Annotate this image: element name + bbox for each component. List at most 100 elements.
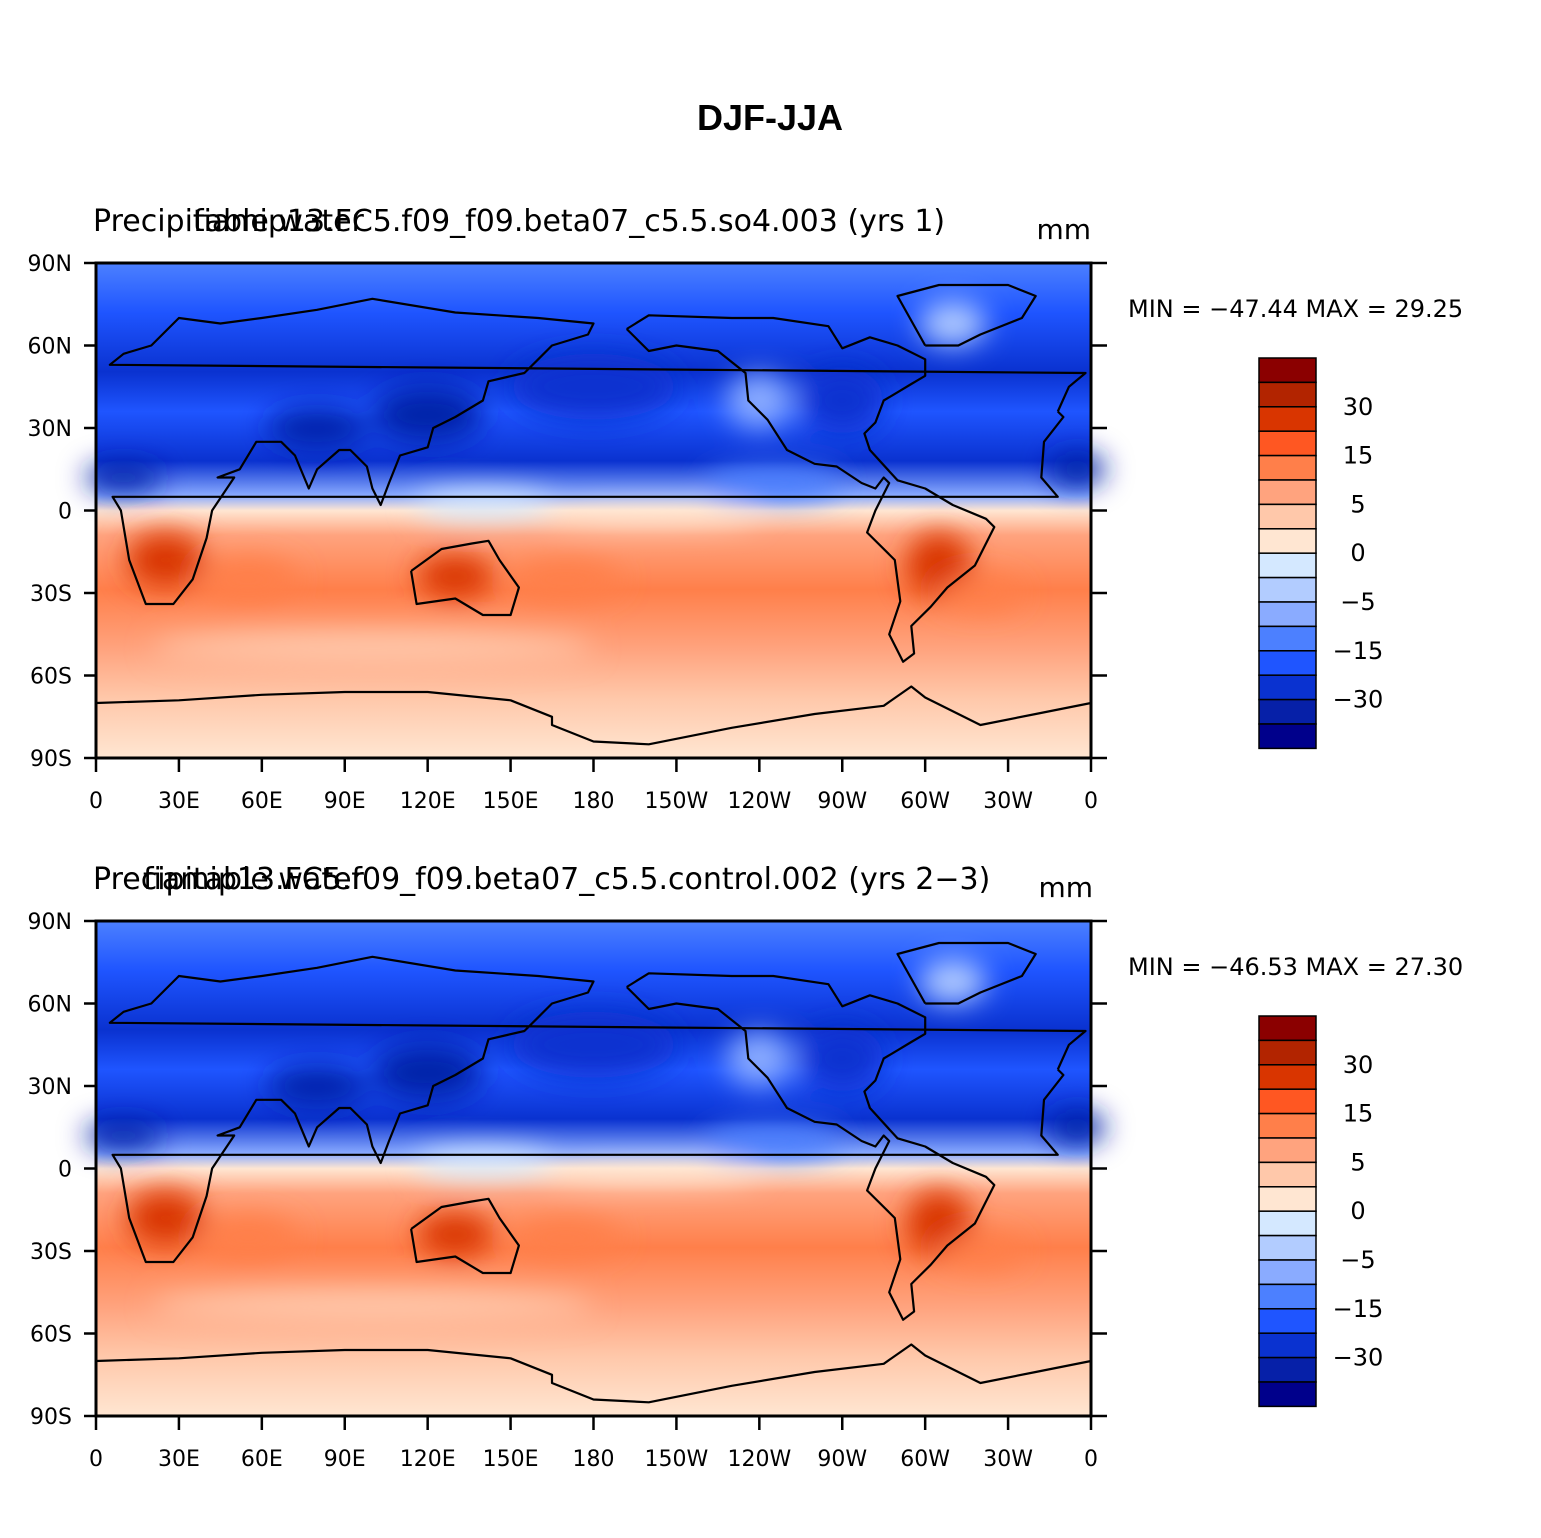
anomaly-blob bbox=[267, 408, 367, 448]
colorbar-swatch bbox=[1258, 1283, 1317, 1310]
lon-tick-label: 0 bbox=[89, 1447, 103, 1472]
lat-tick-label: 30S bbox=[30, 582, 72, 607]
colorbar-swatch bbox=[1258, 1088, 1317, 1115]
anomaly-blob bbox=[510, 560, 622, 599]
lon-tick-label: 180 bbox=[573, 1447, 615, 1472]
lat-tick-label: 60N bbox=[28, 993, 72, 1018]
figure-title: DJF-JJA bbox=[697, 97, 843, 138]
coastline bbox=[410, 1197, 520, 1275]
anomaly-blob bbox=[372, 386, 483, 442]
anomaly-blob bbox=[704, 1124, 843, 1158]
colorbar-swatch bbox=[1258, 1332, 1317, 1359]
lat-tick-label: 90N bbox=[28, 910, 72, 935]
anomaly-blob bbox=[151, 631, 594, 665]
anomaly-blob bbox=[726, 1031, 793, 1086]
colorbar-swatch bbox=[1258, 625, 1317, 652]
anomaly-blob bbox=[413, 491, 553, 519]
colorbar-swatch bbox=[1258, 1381, 1317, 1408]
lon-tick-label: 120E bbox=[400, 789, 456, 814]
colorbar-swatch bbox=[1258, 357, 1317, 384]
lon-tick-label: 120E bbox=[400, 1447, 456, 1472]
coastline bbox=[896, 941, 1037, 1005]
colorbar-swatch bbox=[1258, 1039, 1317, 1066]
colorbar-label: 0 bbox=[1350, 1197, 1365, 1225]
anomaly-blobs bbox=[84, 301, 1105, 665]
anomaly-blob bbox=[198, 557, 298, 602]
colorbar-swatch bbox=[1258, 1137, 1317, 1164]
lat-tick-label: 90N bbox=[28, 252, 72, 277]
colorbar-swatch bbox=[1258, 381, 1317, 408]
colorbar-swatch bbox=[1258, 479, 1317, 506]
colorbar-label: 15 bbox=[1343, 1100, 1374, 1128]
lon-tick-label: 0 bbox=[1084, 1447, 1098, 1472]
lon-tick-label: 150W bbox=[645, 1447, 709, 1472]
colorbar-label: 15 bbox=[1343, 442, 1374, 470]
colorbar-swatch bbox=[1258, 723, 1317, 750]
colorbar-swatch bbox=[1258, 1234, 1317, 1261]
lon-tick-label: 180 bbox=[573, 789, 615, 814]
lon-tick-label: 120W bbox=[727, 789, 791, 814]
anomaly-blob bbox=[938, 1234, 1022, 1268]
lon-axis: 0 30E 60E 90E 120E 150E 180 150W 120W 90W 60W 30W 0 bbox=[89, 758, 1098, 814]
lon-tick-label: 60W bbox=[900, 789, 950, 814]
colorbar-label: 30 bbox=[1343, 1051, 1374, 1079]
panel-case-title: fiamip13.FC5.f09_f09.beta07_c5.5.so4.003… bbox=[193, 204, 945, 239]
anomaly-blob bbox=[84, 1121, 163, 1150]
colorbar-label: −5 bbox=[1340, 1246, 1375, 1274]
anomaly-blob bbox=[510, 1218, 622, 1257]
anomaly-blob bbox=[510, 1011, 677, 1078]
colorbar-swatch bbox=[1258, 1112, 1317, 1139]
coastlines bbox=[95, 283, 1092, 746]
anomaly-blob bbox=[198, 1215, 298, 1260]
coastline bbox=[410, 539, 520, 617]
coastline bbox=[625, 972, 996, 1321]
map-field bbox=[84, 921, 1105, 1416]
coastline bbox=[108, 955, 1087, 1264]
colorbar-swatch bbox=[1258, 406, 1317, 432]
colorbar-label: −30 bbox=[1333, 1344, 1384, 1372]
lon-tick-label: 120W bbox=[727, 1447, 791, 1472]
colorbar-swatch bbox=[1258, 1259, 1317, 1286]
colorbar-label: 0 bbox=[1350, 539, 1365, 567]
colorbar-label: −15 bbox=[1333, 1295, 1384, 1323]
anomaly-blob bbox=[416, 1212, 494, 1257]
anomaly-blob bbox=[126, 532, 204, 588]
colorbar-swatch bbox=[1258, 674, 1317, 701]
colorbar-swatch bbox=[1258, 454, 1317, 481]
coastlines bbox=[95, 941, 1092, 1404]
anomaly-blob bbox=[538, 507, 760, 525]
minmax-label-2: MIN = −46.53 MAX = 27.30 bbox=[1128, 953, 1463, 981]
anomaly-blob bbox=[726, 373, 793, 428]
lat-axis: 90N 60N 30N 0 30S 60S 90S bbox=[28, 252, 1107, 772]
anomaly-blob bbox=[84, 463, 163, 492]
anomaly-blob bbox=[1049, 1110, 1105, 1144]
anomaly-blob bbox=[800, 1025, 884, 1092]
lon-tick-label: 150E bbox=[483, 1447, 539, 1472]
colorbar-swatch bbox=[1258, 1186, 1317, 1212]
anomaly-blob bbox=[704, 466, 843, 500]
anomaly-blob bbox=[416, 554, 494, 599]
colorbar-swatch bbox=[1258, 1210, 1317, 1237]
lon-tick-label: 30W bbox=[983, 789, 1033, 814]
panel-left-title: Precipitable water bbox=[93, 204, 365, 239]
colorbar-1: 30 15 5 0 −5 −15 −30 bbox=[1258, 357, 1384, 750]
anomaly-blob bbox=[151, 1289, 594, 1323]
panel-units: mm bbox=[1038, 871, 1093, 904]
coastline bbox=[95, 1343, 1092, 1404]
colorbar-swatch bbox=[1258, 698, 1317, 725]
colorbar-swatch bbox=[1258, 1356, 1317, 1383]
colorbar-label: −30 bbox=[1333, 686, 1384, 714]
anomaly-blob bbox=[413, 1149, 553, 1177]
lat-tick-label: 30S bbox=[30, 1240, 72, 1265]
map-field bbox=[84, 263, 1105, 758]
lat-tick-label: 60S bbox=[30, 1323, 72, 1348]
colorbar-label: 30 bbox=[1343, 393, 1374, 421]
colorbar-label: −15 bbox=[1333, 637, 1384, 665]
anomaly-blob bbox=[126, 1190, 204, 1246]
colorbar-swatch bbox=[1258, 503, 1317, 530]
colorbar-swatch bbox=[1258, 528, 1317, 554]
lon-tick-label: 60W bbox=[900, 1447, 950, 1472]
lon-tick-label: 90W bbox=[817, 789, 867, 814]
lat-tick-label: 0 bbox=[58, 1158, 72, 1183]
